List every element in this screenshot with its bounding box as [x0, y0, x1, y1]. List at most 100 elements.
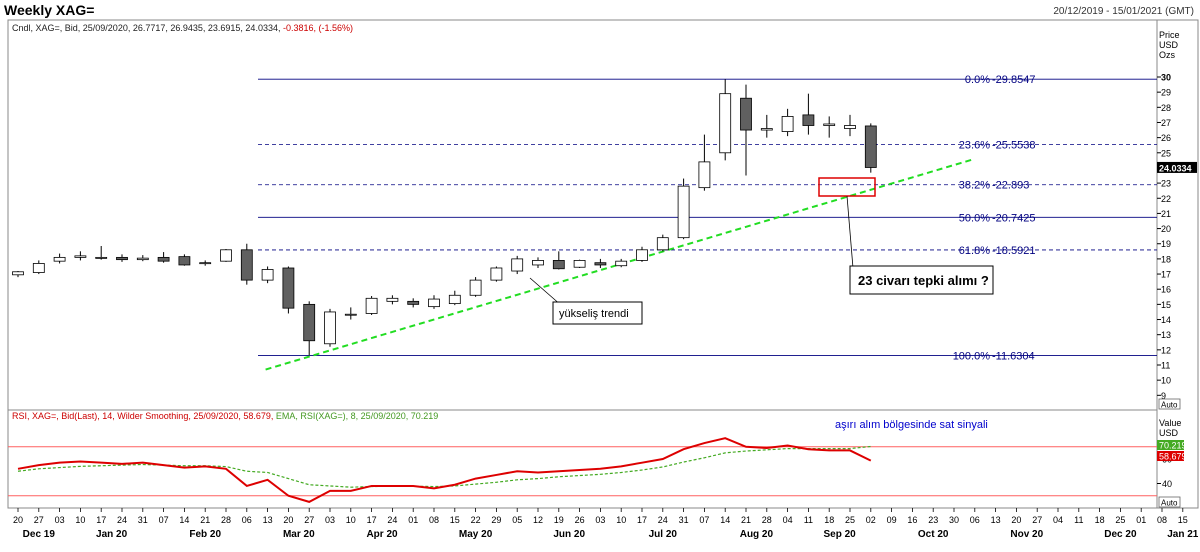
- week-label: 28: [221, 515, 231, 525]
- price-tick-label: 14: [1161, 315, 1171, 325]
- candle-body: [282, 267, 295, 309]
- candle-body: [261, 269, 274, 281]
- trend-callout-label: yükseliş trendi: [559, 308, 629, 320]
- price-tick-label: 22: [1161, 194, 1171, 204]
- price-tick-label: 10: [1161, 376, 1171, 386]
- candle-body: [157, 256, 170, 262]
- week-label: 17: [637, 515, 647, 525]
- price-tick-label: 16: [1161, 285, 1171, 295]
- week-label: 10: [346, 515, 356, 525]
- candle-body: [719, 93, 732, 154]
- week-label: 16: [907, 515, 917, 525]
- candle-body: [303, 303, 316, 342]
- reaction-callout-line: [846, 195, 854, 269]
- week-label: 07: [699, 515, 709, 525]
- rsi-panel: [7, 409, 1158, 509]
- month-label: Sep 20: [823, 529, 856, 540]
- candle-body: [428, 298, 440, 308]
- week-label: 11: [804, 515, 813, 525]
- week-label: 18: [824, 515, 834, 525]
- rsi-auto-scale-button[interactable]: [1158, 496, 1181, 508]
- week-label: 21: [200, 515, 210, 525]
- candle-body: [95, 256, 108, 259]
- fibonacci-percent: 50.0%: [959, 212, 990, 224]
- fibonacci-value: -29.8547: [992, 74, 1035, 86]
- ema-value-tag: [1157, 440, 1184, 450]
- rsi-value-tag: [1157, 451, 1184, 461]
- candle-body: [656, 237, 669, 251]
- week-label: 14: [179, 515, 189, 525]
- fibonacci-percent: 61.8%: [959, 245, 990, 257]
- price-tick-label: 18: [1161, 254, 1171, 264]
- month-label: May 20: [459, 529, 493, 540]
- week-label: 19: [554, 515, 564, 525]
- price-tick-label: 28: [1161, 103, 1171, 113]
- rsi-info-line: RSI, XAG=, Bid(Last), 14, Wilder Smoothi…: [12, 411, 438, 421]
- candle-body: [32, 263, 45, 273]
- week-label: 25: [1115, 515, 1125, 525]
- week-label: 07: [159, 515, 169, 525]
- rsi-axis-title: USD: [1159, 428, 1179, 438]
- week-label: 15: [1178, 515, 1188, 525]
- candle-body: [386, 297, 399, 302]
- price-tick-label: 25: [1161, 148, 1171, 158]
- candle-body: [823, 123, 836, 126]
- week-label: 01: [408, 515, 418, 525]
- candle-body: [490, 267, 503, 281]
- candle-body: [594, 262, 607, 266]
- month-label: Mar 20: [283, 529, 315, 540]
- candle-body: [199, 262, 212, 265]
- candle-body: [220, 249, 232, 262]
- month-label: Oct 20: [918, 529, 949, 540]
- price-tick-label: 17: [1161, 270, 1171, 280]
- rsi-tick-label: 40: [1162, 479, 1172, 489]
- last-price-label: 24.0334: [1159, 163, 1192, 173]
- week-label: 22: [471, 515, 481, 525]
- candle-body: [178, 256, 191, 266]
- fibonacci-percent: 23.6%: [959, 139, 990, 151]
- week-label: 13: [991, 515, 1001, 525]
- candle-body: [864, 125, 877, 168]
- price-tick-label: 9: [1161, 391, 1166, 401]
- week-label: 08: [1157, 515, 1167, 525]
- week-label: 02: [866, 515, 876, 525]
- rsi-line: [17, 437, 872, 503]
- week-label: 20: [283, 515, 293, 525]
- ema-value-label: 70.219: [1159, 441, 1187, 451]
- week-label: 20: [13, 515, 23, 525]
- month-label: Aug 20: [740, 529, 774, 540]
- auto-scale-button[interactable]: [1158, 398, 1181, 410]
- week-label: 21: [741, 515, 751, 525]
- candle-body: [760, 128, 773, 131]
- week-label: 27: [1032, 515, 1042, 525]
- price-tick-label: 11: [1161, 361, 1170, 371]
- candle-body: [677, 185, 690, 239]
- week-label: 14: [720, 515, 730, 525]
- last-price-tag: [1157, 161, 1197, 173]
- trend-callout-box: [552, 301, 643, 325]
- candle-body: [615, 260, 628, 267]
- week-label: 08: [429, 515, 439, 525]
- week-label: 24: [387, 515, 397, 525]
- week-label: 31: [679, 515, 689, 525]
- auto-scale-label: Auto: [1161, 401, 1178, 410]
- week-label: 15: [450, 515, 460, 525]
- candle-body: [802, 114, 815, 126]
- month-label: Jan 21: [1167, 529, 1199, 540]
- fibonacci-value: -20.7425: [992, 212, 1035, 224]
- week-label: 17: [96, 515, 106, 525]
- week-label: 01: [1136, 515, 1146, 525]
- week-label: 17: [367, 515, 377, 525]
- price-tick-label: 23: [1161, 179, 1171, 189]
- fibonacci-percent: 100.0%: [953, 350, 991, 362]
- candle-body: [781, 116, 794, 132]
- week-label: 04: [783, 515, 793, 525]
- week-label: 10: [75, 515, 85, 525]
- candle-body: [511, 258, 524, 272]
- candle-body: [740, 97, 752, 131]
- week-label: 06: [242, 515, 252, 525]
- candle-body: [12, 271, 24, 276]
- candle-body: [324, 311, 336, 345]
- candle-body: [116, 256, 128, 261]
